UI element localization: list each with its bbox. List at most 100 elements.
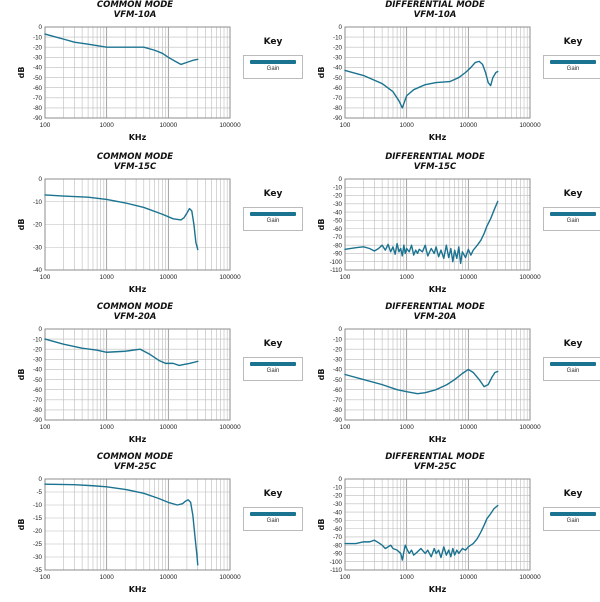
legend-title: Key — [263, 489, 283, 499]
chart-title: DIFFERENTIAL MODE — [385, 152, 485, 162]
y-axis-label: dB — [17, 519, 26, 531]
series-line-gain — [344, 200, 499, 265]
legend-label: Gain — [566, 368, 580, 374]
legend-label: Gain — [566, 518, 580, 524]
plot-frame — [44, 26, 231, 119]
y-tick-label: -50 — [33, 377, 43, 384]
y-tick-label: -80 — [333, 105, 343, 112]
series-line-gain — [344, 504, 499, 561]
series-line-gain — [44, 194, 199, 251]
y-tick-label: -30 — [333, 55, 343, 62]
y-tick-label: -30 — [33, 357, 43, 364]
x-axis-label: KHz — [429, 585, 447, 594]
y-tick-label: -60 — [333, 226, 343, 233]
x-tick-label: 100 — [40, 122, 51, 129]
x-tick-label: 10000 — [459, 122, 477, 129]
chart-panel: COMMON MODE VFM-15C 0 -10 -20 -30 -40 100 1000 10… — [0, 152, 303, 302]
x-tick-label: 100 — [340, 274, 351, 281]
legend: Key Gain — [243, 189, 303, 247]
chart-title: COMMON MODE — [96, 0, 174, 10]
y-tick-label: -70 — [33, 95, 43, 102]
legend-label: Gain — [566, 66, 580, 72]
legend-box: Gain — [543, 207, 600, 231]
chart-panel: COMMON MODE VFM-10A 0 -10 -20 -30 -40 -50 -60 -70… — [0, 0, 303, 150]
y-tick-label: -20 — [333, 493, 343, 500]
y-tick-label: -30 — [333, 357, 343, 364]
legend-swatch — [250, 60, 296, 64]
chart-panel: COMMON MODE VFM-20A 0 -10 -20 -30 -40 -50 -60 -70… — [0, 302, 303, 452]
chart-panel: DIFFERENTIAL MODE VFM-15C 0 -10 -20 -30 -40 -50… — [300, 152, 600, 302]
y-tick-label: -20 — [333, 346, 343, 353]
y-tick-label: -30 — [33, 244, 43, 251]
plot-frame — [344, 328, 531, 421]
series-line-gain — [344, 368, 499, 395]
legend: Key Gain — [243, 489, 303, 547]
legend-box: Gain — [243, 207, 303, 231]
y-tick-label: -10 — [33, 34, 43, 41]
y-tick-label: -80 — [333, 242, 343, 249]
y-tick-label: -40 — [33, 65, 43, 72]
y-tick-label: -40 — [333, 367, 343, 374]
x-tick-label: 1000 — [400, 122, 415, 129]
x-tick-label: 10000 — [159, 574, 177, 581]
legend-title: Key — [563, 189, 583, 199]
y-tick-label: -35 — [33, 567, 43, 574]
legend-label: Gain — [566, 218, 580, 224]
y-tick-label: -110 — [330, 567, 342, 574]
x-tick-label: 100000 — [519, 574, 541, 581]
y-tick-label: -10 — [33, 199, 43, 206]
plot-frame — [344, 478, 531, 571]
y-tick-label: -50 — [333, 75, 343, 82]
x-tick-label: 100000 — [219, 574, 241, 581]
chart-title: DIFFERENTIAL MODE — [385, 302, 485, 312]
x-tick-label: 1000 — [400, 274, 415, 281]
x-axis-label: KHz — [129, 435, 147, 444]
series-line-gain — [44, 33, 199, 66]
y-tick-label: -25 — [33, 541, 43, 548]
x-tick-label: 100 — [40, 574, 51, 581]
y-axis-label: dB — [17, 219, 26, 231]
x-tick-label: 100000 — [219, 424, 241, 431]
x-tick-label: 100 — [40, 424, 51, 431]
y-tick-label: -40 — [333, 65, 343, 72]
legend-swatch — [550, 60, 596, 64]
x-tick-label: 10000 — [459, 574, 477, 581]
chart-subtitle: VFM-20A — [113, 312, 157, 322]
y-tick-label: -30 — [33, 554, 43, 561]
legend-label: Gain — [266, 218, 280, 224]
y-tick-label: 0 — [39, 476, 43, 483]
legend-label: Gain — [266, 518, 280, 524]
legend-swatch — [550, 212, 596, 216]
chart-subtitle: VFM-10A — [413, 10, 457, 20]
y-tick-label: -30 — [33, 55, 43, 62]
y-axis-label: dB — [17, 67, 26, 79]
chart-panel: DIFFERENTIAL MODE VFM-25C 0 -10 -20 -30 -40 -50… — [300, 452, 600, 602]
legend-title: Key — [263, 189, 283, 199]
legend-box: Gain — [243, 55, 303, 79]
x-tick-label: 100 — [340, 424, 351, 431]
x-tick-label: 100000 — [519, 274, 541, 281]
y-tick-label: -70 — [333, 95, 343, 102]
chart-panel: DIFFERENTIAL MODE VFM-10A 0 -10 -20 -30 -40 -50… — [300, 0, 600, 150]
x-tick-label: 10000 — [459, 274, 477, 281]
y-tick-label: 0 — [39, 24, 43, 31]
x-tick-label: 100000 — [219, 274, 241, 281]
legend-title: Key — [263, 339, 283, 349]
chart-title: COMMON MODE — [96, 302, 174, 312]
chart-title: DIFFERENTIAL MODE — [385, 0, 485, 10]
x-tick-label: 1000 — [400, 574, 415, 581]
y-tick-label: -30 — [333, 201, 343, 208]
y-tick-label: 0 — [39, 176, 43, 183]
y-tick-label: 0 — [339, 24, 343, 31]
x-tick-label: 1000 — [100, 574, 115, 581]
y-tick-label: -60 — [333, 387, 343, 394]
y-tick-label: -20 — [333, 193, 343, 200]
y-tick-label: 0 — [339, 326, 343, 333]
y-tick-label: -70 — [333, 397, 343, 404]
x-tick-label: 100 — [340, 122, 351, 129]
y-axis-label: dB — [17, 369, 26, 381]
